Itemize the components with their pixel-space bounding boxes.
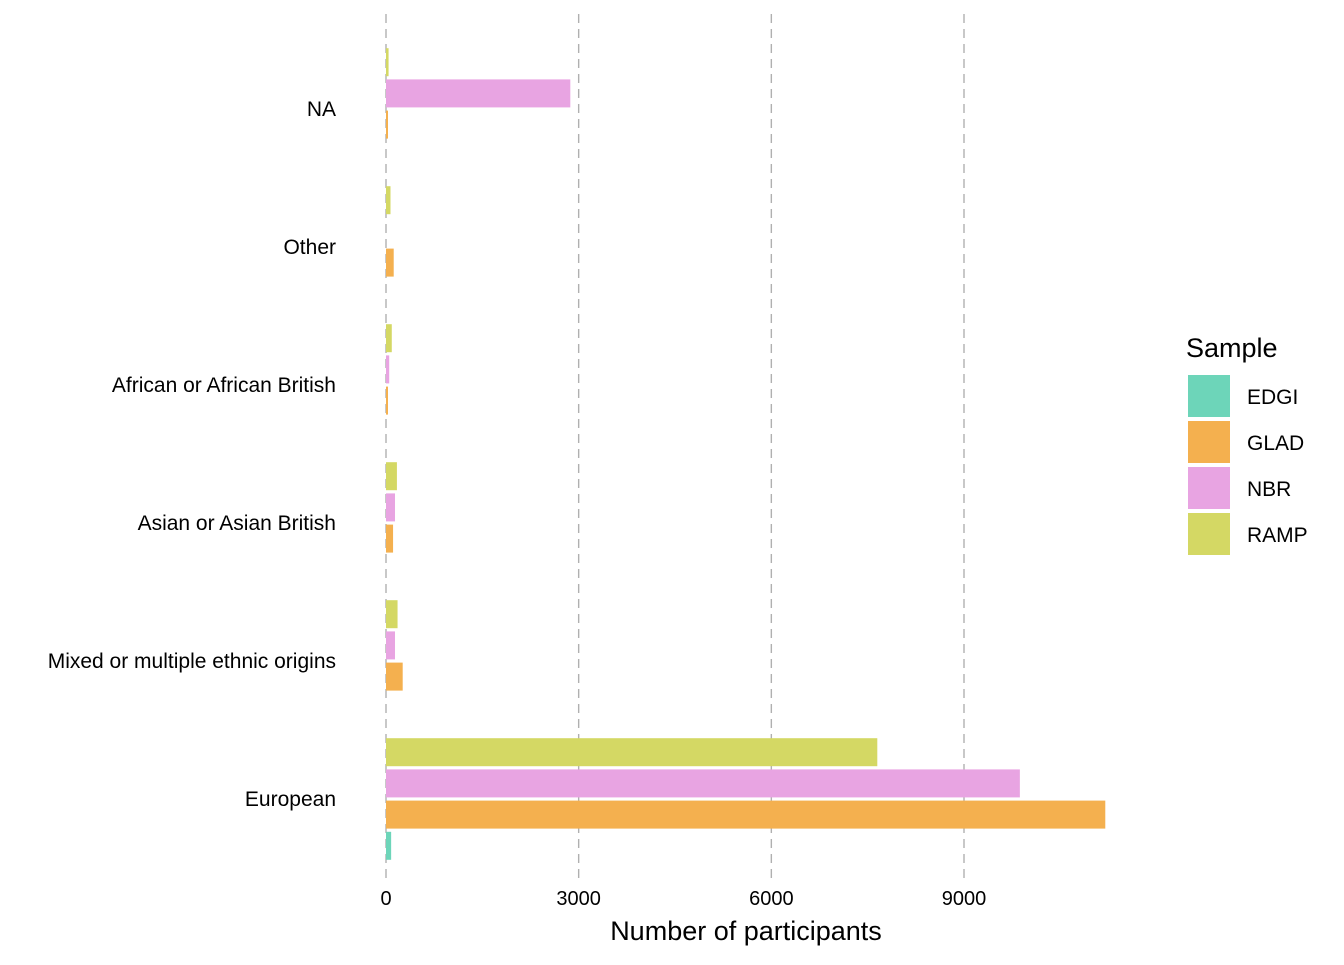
- x-axis-title: Number of participants: [610, 916, 882, 946]
- bar-nbr-2: [386, 493, 395, 522]
- bar-ramp-1: [386, 600, 398, 629]
- category-label: NA: [307, 98, 336, 121]
- legend-swatch-ramp: [1188, 513, 1230, 555]
- bar-glad-1: [386, 662, 403, 691]
- x-tick-label-6000: 6000: [749, 888, 794, 910]
- legend-swatch-edgi: [1188, 375, 1230, 417]
- legend-title: Sample: [1186, 333, 1278, 363]
- bar-nbr-5: [386, 79, 571, 108]
- legend-swatch-nbr: [1188, 467, 1230, 509]
- category-label: Asian or Asian British: [138, 512, 336, 535]
- legend-items: EDGI GLAD NBR RAMP: [1188, 375, 1308, 555]
- category-label: Mixed or multiple ethnic origins: [48, 650, 336, 673]
- bar-glad-2: [386, 524, 394, 553]
- bars: [386, 48, 1106, 860]
- bar-glad-4: [386, 248, 394, 277]
- x-tick-labels: 0 3000 6000 9000: [380, 888, 986, 910]
- x-tick-label-9000: 9000: [942, 888, 987, 910]
- bar-glad-5: [386, 110, 388, 139]
- legend-label-ramp: RAMP: [1247, 524, 1308, 547]
- bar-nbr-0: [386, 769, 1020, 798]
- legend-label-edgi: EDGI: [1247, 386, 1298, 409]
- legend-swatch-glad: [1188, 421, 1230, 463]
- bar-ramp-4: [386, 186, 391, 215]
- bar-ramp-5: [386, 48, 389, 77]
- category-label: African or African British: [112, 374, 336, 397]
- bar-ramp-3: [386, 324, 392, 353]
- legend-label-nbr: NBR: [1247, 478, 1291, 501]
- category-label: Other: [283, 236, 336, 259]
- legend: Sample EDGI GLAD NBR RAMP: [1186, 333, 1308, 555]
- category-labels: European Mixed or multiple ethnic origins…: [48, 98, 336, 811]
- bar-edgi-0: [386, 831, 392, 860]
- category-label: European: [245, 788, 336, 811]
- bar-ramp-2: [386, 462, 397, 491]
- gridlines: [385, 14, 965, 880]
- bar-ramp-0: [386, 738, 878, 767]
- bar-nbr-1: [386, 631, 395, 660]
- bar-glad-0: [386, 800, 1106, 829]
- legend-label-glad: GLAD: [1247, 432, 1304, 455]
- x-tick-label-0: 0: [380, 888, 391, 910]
- x-tick-label-3000: 3000: [556, 888, 601, 910]
- bar-glad-3: [386, 386, 388, 415]
- bar-nbr-3: [386, 355, 390, 384]
